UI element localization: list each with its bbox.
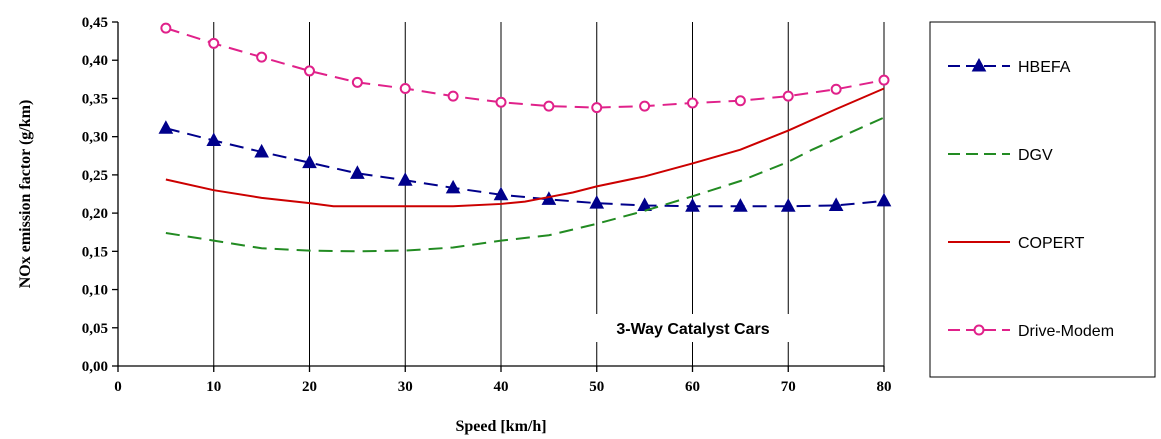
data-point-marker bbox=[254, 143, 269, 158]
y-tick-label: 0,45 bbox=[82, 15, 108, 31]
y-tick-label: 0,30 bbox=[82, 130, 108, 146]
data-point-marker bbox=[445, 179, 461, 194]
x-tick-label: 0 bbox=[114, 379, 122, 395]
data-point-marker bbox=[493, 186, 509, 201]
legend-label: COPERT bbox=[1018, 235, 1085, 252]
data-point-marker bbox=[543, 100, 555, 112]
series-lines bbox=[158, 22, 892, 253]
data-point-marker bbox=[447, 90, 459, 102]
data-point-marker bbox=[397, 172, 413, 186]
y-tick-label: 0,05 bbox=[82, 321, 108, 337]
data-point-marker bbox=[782, 90, 794, 102]
data-point-marker bbox=[876, 192, 892, 207]
annotation-label: 3-Way Catalyst Cars bbox=[616, 321, 769, 338]
y-tick-label: 0,20 bbox=[82, 206, 108, 222]
legend-label: DGV bbox=[1018, 147, 1053, 164]
legend-label: Drive-Modem bbox=[1018, 323, 1114, 340]
data-point-marker bbox=[351, 76, 363, 88]
y-tick-label: 0,15 bbox=[82, 244, 108, 260]
y-tick-label: 0,25 bbox=[82, 168, 108, 184]
y-tick-label: 0,10 bbox=[82, 283, 108, 299]
data-point-marker bbox=[973, 324, 985, 336]
data-point-marker bbox=[350, 165, 365, 179]
x-tick-label: 10 bbox=[206, 379, 221, 395]
data-point-marker bbox=[256, 51, 268, 63]
series-line-drive-modem bbox=[165, 27, 885, 109]
legend: HBEFA DGV COPERT Drive-Modem bbox=[929, 21, 1156, 378]
x-tick-label: 70 bbox=[781, 379, 796, 395]
data-point-marker bbox=[160, 22, 172, 34]
data-point-marker bbox=[399, 83, 411, 95]
data-point-marker bbox=[780, 198, 796, 212]
data-point-marker bbox=[687, 97, 698, 109]
gridlines bbox=[213, 22, 885, 366]
data-point-marker bbox=[830, 83, 842, 95]
series-line-hbefa bbox=[165, 127, 885, 208]
x-tick-label: 60 bbox=[685, 379, 700, 395]
data-point-marker bbox=[878, 74, 890, 86]
data-point-marker bbox=[734, 95, 746, 107]
axes: 0,00 0,05 0,10 0,15 0,20 0,25 0,30 0,35 0,40 0,45… bbox=[82, 15, 892, 395]
data-point-marker bbox=[302, 154, 317, 169]
x-tick-label: 50 bbox=[589, 379, 604, 395]
data-point-marker bbox=[685, 198, 700, 212]
data-point-marker bbox=[828, 197, 844, 211]
data-point-marker bbox=[733, 198, 748, 212]
data-point-marker bbox=[971, 57, 987, 72]
x-tick-label: 20 bbox=[302, 379, 317, 395]
legend-box bbox=[929, 21, 1156, 378]
x-tick-label: 80 bbox=[877, 379, 892, 395]
y-tick-label: 0,40 bbox=[82, 53, 108, 69]
y-tick-label: 0,35 bbox=[82, 91, 108, 107]
annotation-box bbox=[577, 314, 809, 342]
data-point-marker bbox=[304, 65, 315, 77]
data-point-marker bbox=[158, 120, 174, 134]
data-point-marker bbox=[589, 195, 605, 209]
y-tick-label: 0,00 bbox=[82, 359, 108, 375]
legend-label: HBEFA bbox=[1018, 59, 1071, 76]
x-tick-label: 40 bbox=[494, 379, 509, 395]
x-tick-label: 30 bbox=[398, 379, 413, 395]
data-point-marker bbox=[208, 37, 220, 49]
x-axis-title: Speed [km/h] bbox=[455, 418, 546, 435]
data-point-marker bbox=[639, 100, 651, 112]
annotation-group: 3-Way Catalyst Cars bbox=[577, 314, 809, 342]
series-line-dgv bbox=[165, 116, 885, 253]
data-point-marker bbox=[591, 102, 603, 114]
series-line-copert bbox=[165, 87, 885, 208]
data-point-marker bbox=[206, 132, 222, 146]
data-point-marker bbox=[495, 96, 507, 108]
y-axis-title: NOx emission factor (g/km) bbox=[17, 100, 34, 289]
